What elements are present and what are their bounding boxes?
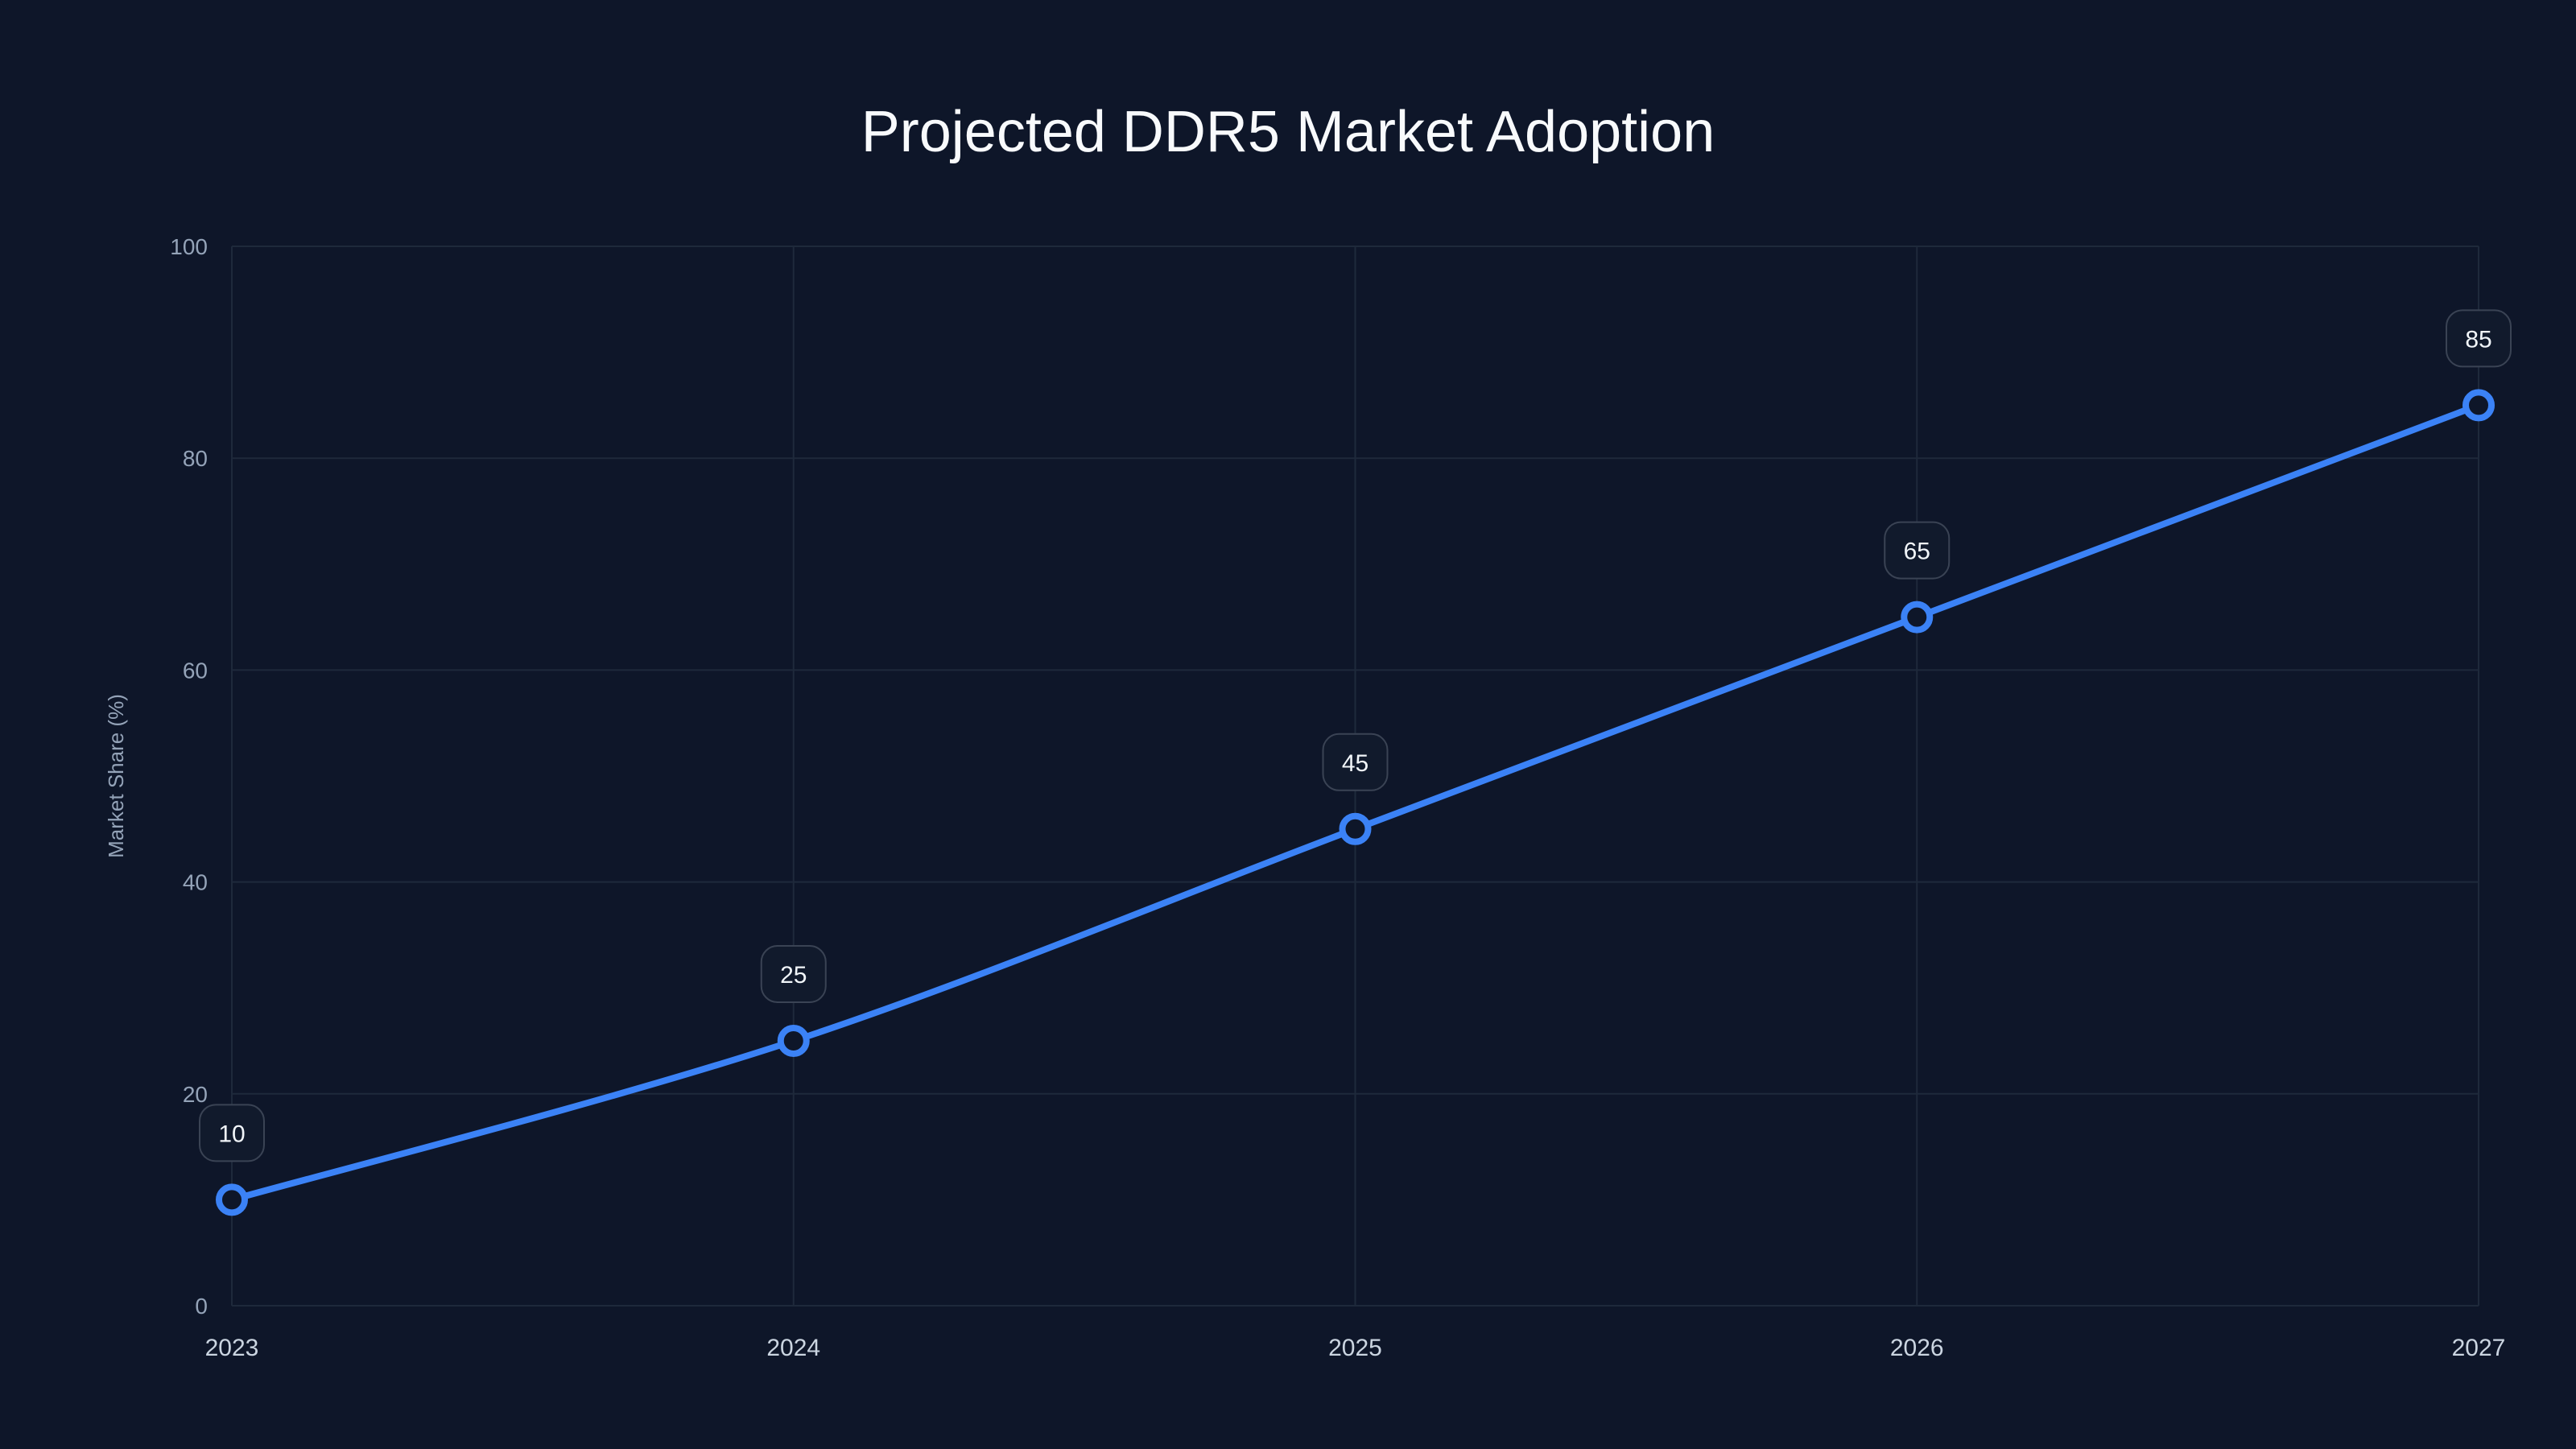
data-label-box [2446, 309, 2512, 368]
x-tick-label: 2023 [205, 1335, 259, 1361]
y-tick-label: 20 [183, 1082, 208, 1107]
data-label: 45 [1342, 750, 1368, 777]
x-tick-label: 2026 [1890, 1335, 1944, 1361]
data-point-marker[interactable] [216, 1183, 248, 1216]
data-label-box [1322, 733, 1389, 791]
data-point-marker[interactable] [777, 1025, 810, 1057]
y-tick-label: 60 [183, 658, 208, 683]
data-label-box [199, 1104, 265, 1162]
data-point-marker[interactable] [2462, 389, 2495, 422]
data-label: 25 [780, 962, 807, 989]
y-tick-label: 40 [183, 870, 208, 895]
chart-title: Projected DDR5 Market Adoption [861, 100, 1715, 164]
y-tick-label: 100 [170, 234, 208, 259]
y-tick-label: 0 [195, 1294, 208, 1319]
data-label-box [1884, 521, 1951, 580]
y-tick-label: 80 [183, 446, 208, 471]
x-tick-label: 2024 [766, 1335, 820, 1361]
x-tick-label: 2025 [1328, 1335, 1382, 1361]
data-point-marker[interactable] [1901, 601, 1934, 634]
data-label: 10 [218, 1121, 245, 1147]
x-tick-label: 2027 [2452, 1335, 2506, 1361]
data-label-box [760, 945, 827, 1003]
data-label: 85 [2465, 326, 2491, 353]
data-label: 65 [1904, 539, 1930, 565]
data-point-marker[interactable] [1339, 812, 1372, 845]
y-axis-label: Market Share (%) [104, 694, 128, 858]
